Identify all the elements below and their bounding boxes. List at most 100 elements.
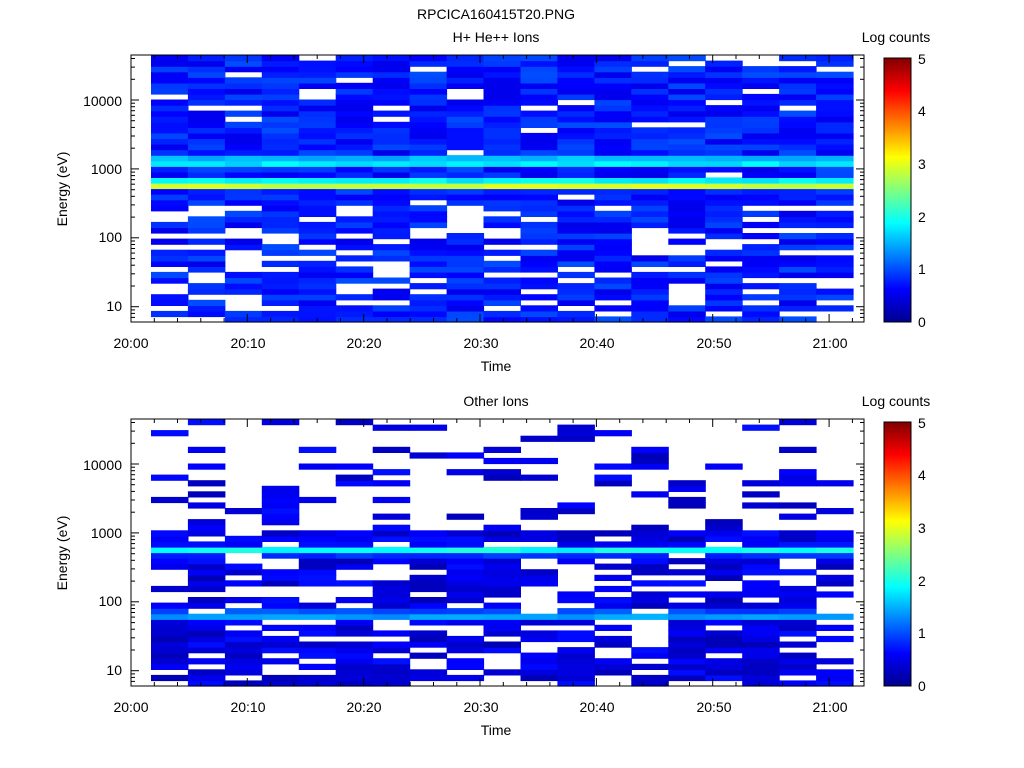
heatmap-cell (779, 260, 817, 267)
y-tick-label: 10 (106, 662, 122, 678)
heatmap-cell (705, 255, 743, 262)
heatmap-cell (705, 249, 743, 256)
heatmap-cell (779, 480, 817, 487)
heatmap-cell (151, 635, 189, 643)
heatmap-cell (816, 149, 854, 156)
heatmap-cell (261, 227, 300, 234)
heatmap-cell (446, 452, 485, 459)
heatmap-cell (335, 227, 374, 234)
heatmap-cell (742, 569, 780, 576)
heatmap-cell (298, 446, 337, 453)
heatmap-cell (779, 591, 817, 598)
heatmap-cell (298, 182, 337, 190)
heatmap-cell (483, 288, 521, 295)
heatmap-cell (261, 110, 300, 117)
heatmap-cell (705, 647, 743, 654)
heatmap-cell (742, 647, 780, 654)
heatmap-cell (224, 194, 263, 201)
heatmap-cell (372, 597, 411, 604)
heatmap-cell (668, 205, 706, 212)
heatmap-cell (594, 216, 632, 223)
heatmap-cell (705, 294, 743, 301)
heatmap-cell (187, 227, 226, 234)
heatmap-cell (187, 305, 226, 312)
heatmap-cell (372, 210, 411, 217)
heatmap-cell (335, 630, 374, 637)
heatmap-cell (668, 238, 706, 245)
heatmap-cell (816, 88, 854, 95)
heatmap-cell (520, 210, 558, 217)
heatmap-cell (520, 530, 558, 537)
heatmap-cell (187, 188, 226, 195)
heatmap-cell (372, 233, 411, 240)
heatmap-cell (520, 233, 558, 240)
heatmap-cell (224, 66, 263, 73)
heatmap-cell (483, 149, 521, 156)
heatmap-cell (298, 535, 337, 542)
heatmap-cell (409, 635, 448, 643)
heatmap-cell (520, 160, 558, 167)
heatmap-cell (483, 160, 521, 167)
heatmap-cell (816, 255, 854, 262)
heatmap-cell (668, 149, 706, 156)
heatmap-cell (298, 205, 337, 212)
heatmap-cell (446, 283, 485, 290)
heatmap-cell (742, 563, 780, 570)
heatmap-cell (261, 105, 300, 112)
heatmap-cell (187, 121, 226, 128)
heatmap-cell (816, 541, 854, 548)
heatmap-cell (409, 574, 448, 581)
heatmap-cell (816, 260, 854, 267)
heatmap-cell (520, 82, 558, 89)
heatmap-cell (151, 66, 189, 73)
heatmap-cell (816, 55, 854, 62)
heatmap-cell (187, 182, 226, 190)
heatmap-cell (409, 188, 448, 195)
heatmap-cell (372, 132, 411, 140)
x-tick-label: 20:10 (230, 699, 265, 715)
heatmap-cell (520, 305, 558, 312)
heatmap-cell (372, 496, 411, 504)
heatmap-cell (224, 149, 263, 156)
heatmap-cell (298, 271, 337, 279)
heatmap-cell (631, 105, 669, 112)
heatmap-cell (224, 546, 263, 554)
heatmap-cell (261, 166, 300, 173)
heatmap-cell (151, 221, 189, 229)
heatmap-cell (187, 419, 226, 426)
heatmap-cell (261, 77, 300, 84)
heatmap-cell (409, 608, 448, 615)
heatmap-cell (335, 71, 374, 78)
heatmap-cell (298, 127, 337, 134)
heatmap-cell (335, 138, 374, 145)
heatmap-cell (187, 71, 226, 78)
heatmap-cell (631, 524, 669, 531)
heatmap-cell (335, 316, 374, 323)
heatmap-cell (594, 552, 632, 559)
heatmap-cell (779, 502, 817, 509)
heatmap-cell (483, 216, 521, 223)
heatmap-cell (261, 194, 300, 201)
heatmap-cell (261, 294, 300, 301)
heatmap-cell (668, 658, 706, 665)
heatmap-cell (335, 88, 374, 95)
heatmap-cell (779, 271, 817, 279)
heatmap-cell (631, 288, 669, 295)
heatmap-cell (409, 55, 448, 62)
heatmap-cell (520, 155, 558, 162)
heatmap-cell (594, 171, 632, 178)
y-tick-label: 1000 (91, 525, 122, 541)
heatmap-cell (520, 474, 558, 481)
heatmap-cell (705, 591, 743, 598)
heatmap-cell (298, 496, 337, 504)
heatmap-cell (224, 316, 263, 323)
heatmap-cell (742, 546, 780, 554)
heatmap-cell (446, 266, 485, 273)
heatmap-cell (557, 658, 595, 665)
heatmap-cell (705, 669, 743, 676)
heatmap-cell (372, 160, 411, 167)
heatmap-cell (409, 216, 448, 223)
heatmap-cell (742, 166, 780, 173)
heatmap-cell (557, 155, 595, 162)
heatmap-cell (335, 82, 374, 89)
